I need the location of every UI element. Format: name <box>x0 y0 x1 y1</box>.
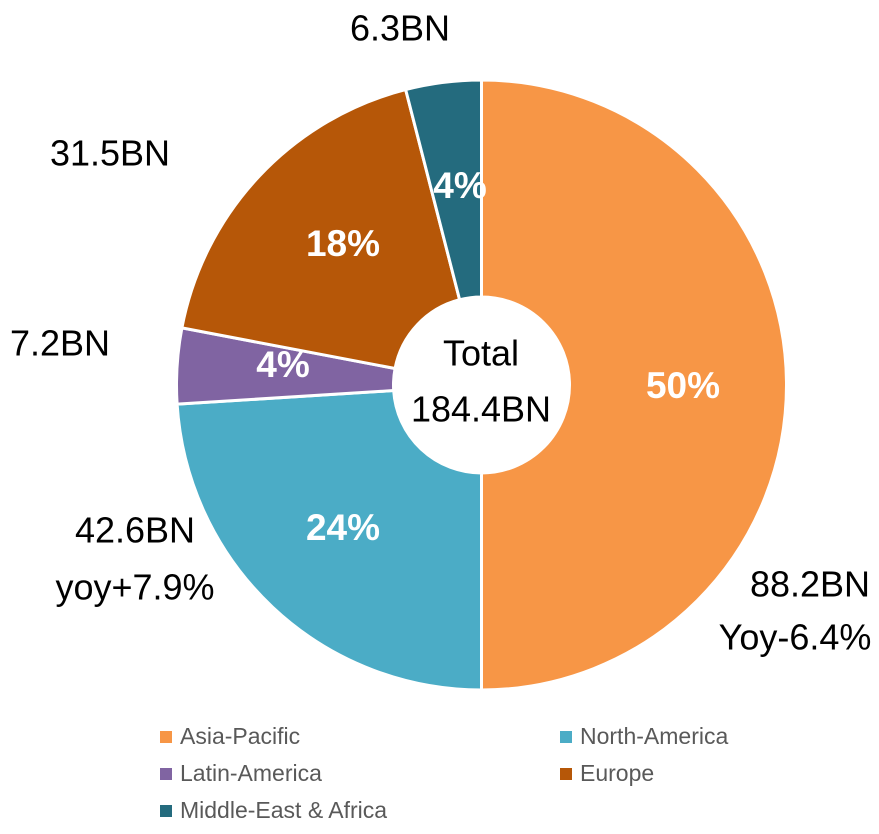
annotation: yoy+7.9% <box>55 567 214 608</box>
legend-label: Middle-East & Africa <box>180 797 387 823</box>
annotation: 31.5BN <box>50 133 170 174</box>
annotation: 7.2BN <box>10 323 110 364</box>
center-label: Total <box>443 333 519 374</box>
slice <box>403 78 483 302</box>
legend-swatch <box>160 731 172 743</box>
legend-label: North-America <box>580 723 728 749</box>
value-label: 18% <box>306 223 380 264</box>
annotation: 42.6BN <box>75 510 195 551</box>
slice <box>175 388 483 692</box>
slice <box>180 87 462 371</box>
legend-swatch <box>560 768 572 780</box>
value-label: 50% <box>646 365 720 406</box>
center-label: 184.4BN <box>411 389 551 430</box>
legend-label: Europe <box>580 760 654 786</box>
value-label: 24% <box>306 507 380 548</box>
legend-swatch <box>160 805 172 817</box>
value-label: 4% <box>433 165 486 206</box>
annotation: 6.3BN <box>350 8 450 49</box>
legend-label: Latin-America <box>180 760 322 786</box>
legend-label: Asia-Pacific <box>180 723 300 749</box>
value-label: 4% <box>256 344 309 385</box>
legend-swatch <box>560 731 572 743</box>
slice <box>480 78 788 692</box>
legend-swatch <box>160 768 172 780</box>
annotation: 88.2BN <box>750 564 870 605</box>
annotation: Yoy-6.4% <box>719 617 872 658</box>
